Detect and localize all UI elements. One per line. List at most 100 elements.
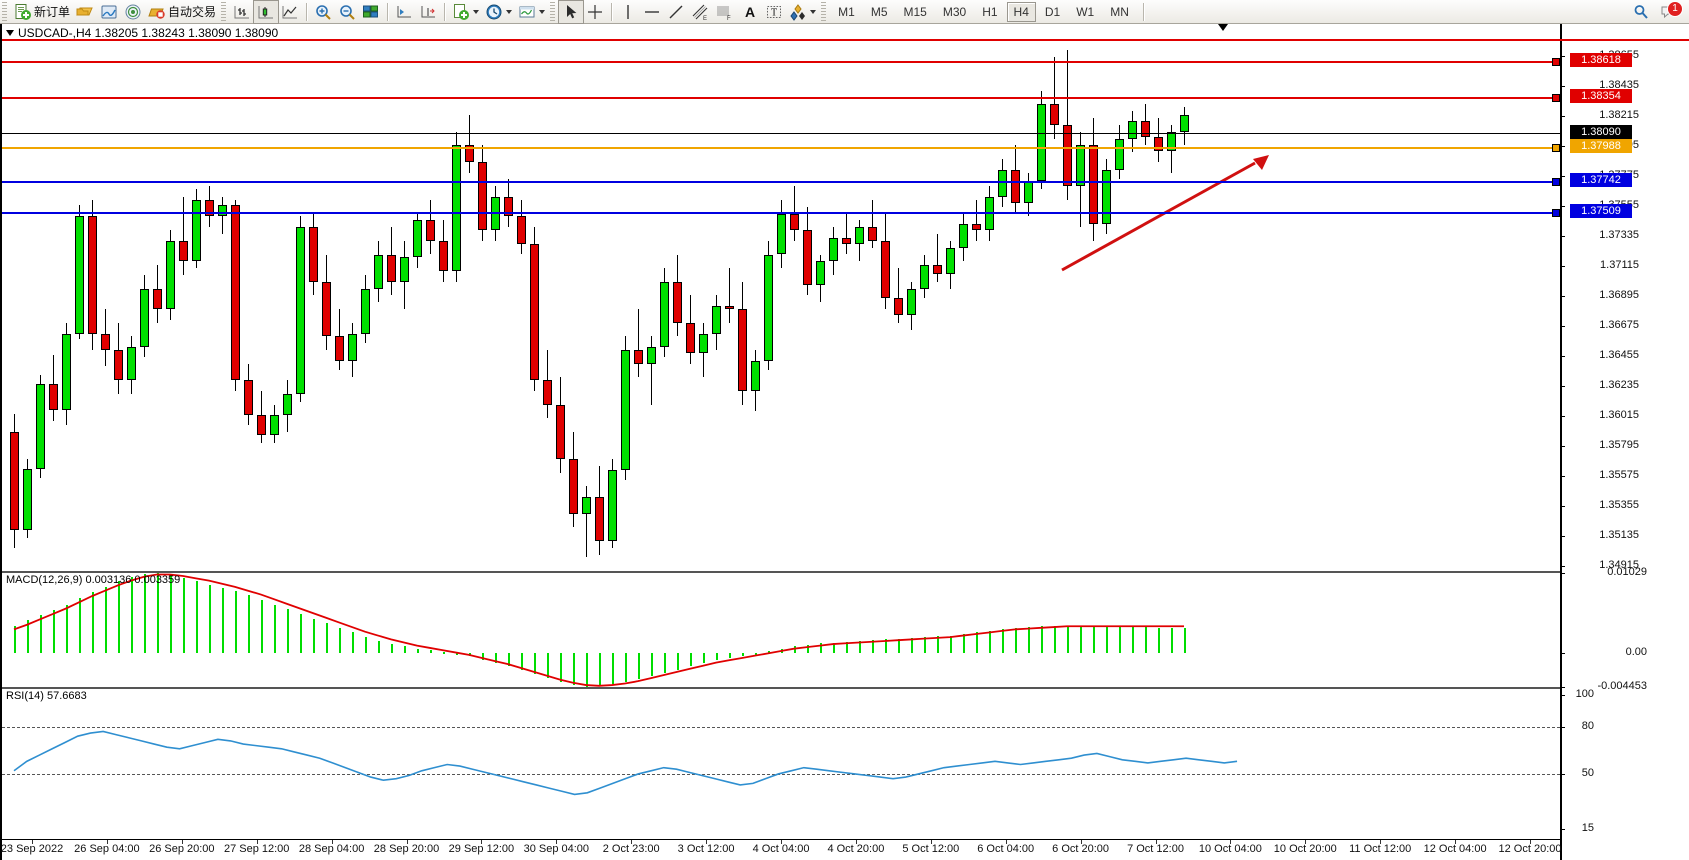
chevron-down-icon-2[interactable] [506, 9, 513, 14]
rsi-panel[interactable]: RSI(14) 57.6683 [2, 689, 1560, 840]
price-tick-label: 1.36235 [1599, 379, 1639, 392]
candle-body [413, 220, 422, 258]
macd-histogram-bar [1158, 627, 1160, 653]
auto-scroll-button[interactable] [392, 1, 416, 23]
chart-shift-button[interactable] [416, 1, 440, 23]
timeframe-m5[interactable]: M5 [870, 4, 888, 19]
timeframe-m1[interactable]: M1 [838, 4, 855, 19]
price-level-line[interactable] [2, 133, 1560, 135]
macd-histogram-bar [885, 639, 887, 653]
chevron-down-icon-4[interactable] [810, 9, 817, 14]
toolbar-grip-3[interactable] [550, 2, 556, 21]
chart-canvas[interactable]: USDCAD-,H4 1.38205 1.38243 1.38090 1.380… [0, 24, 1689, 860]
macd-label: MACD(12,26,9) 0.003136 0.003359 [6, 574, 181, 586]
candle-body [777, 213, 786, 255]
folder-button[interactable] [73, 1, 97, 23]
cursor-button[interactable] [558, 0, 585, 24]
toolbar-grip[interactable] [2, 2, 7, 21]
chevron-down-icon[interactable] [473, 9, 480, 14]
text-button[interactable]: A [736, 1, 762, 23]
fibonacci-button[interactable]: F [712, 1, 736, 23]
trendline-button[interactable] [664, 1, 688, 23]
level-handle[interactable] [1552, 58, 1560, 67]
price-level-label[interactable]: 1.38618 [1570, 53, 1632, 68]
macd-histogram-bar [1106, 627, 1108, 653]
zoom-out-button[interactable] [335, 1, 359, 23]
price-panel[interactable] [2, 41, 1560, 571]
periods-button[interactable] [482, 1, 515, 23]
price-level-label[interactable]: 1.38090 [1570, 125, 1632, 140]
time-tick-label: 6 Oct 20:00 [1052, 843, 1110, 855]
level-handle[interactable] [1552, 94, 1560, 103]
signals-button[interactable] [121, 1, 145, 23]
price-tick [1560, 326, 1565, 328]
candle-body [426, 220, 435, 241]
macd-histogram-bar [183, 578, 185, 653]
candle-body [348, 333, 357, 361]
line-chart-button[interactable] [278, 1, 302, 23]
price-level-line[interactable] [2, 97, 1560, 100]
level-handle[interactable] [1552, 209, 1560, 218]
timeframe-d1[interactable]: D1 [1044, 4, 1061, 19]
chart-collapse-icon[interactable] [6, 30, 14, 36]
price-level-label[interactable]: 1.38354 [1570, 89, 1632, 104]
text-label-button[interactable]: T [762, 1, 786, 23]
macd-histogram-bar [1028, 627, 1030, 653]
horizontal-line-button[interactable] [640, 1, 664, 23]
cursor-arrow-icon [562, 3, 580, 21]
level-handle[interactable] [1552, 177, 1560, 186]
shapes-button[interactable] [786, 1, 819, 23]
candle-wick [586, 486, 587, 558]
time-tick-label: 27 Sep 12:00 [223, 843, 290, 855]
time-tick [1155, 840, 1157, 844]
chart-scroll-marker[interactable] [1218, 24, 1228, 31]
add-indicator-button[interactable] [449, 1, 482, 23]
toolbar-grip-2[interactable] [221, 2, 227, 21]
auto-trading-label: 自动交易 [168, 5, 217, 19]
vertical-line-button[interactable] [616, 1, 640, 23]
timeframe-mn[interactable]: MN [1110, 4, 1129, 19]
notifications-button[interactable]: 1 [1657, 0, 1683, 23]
price-level-line[interactable] [2, 147, 1560, 149]
price-level-label[interactable]: 1.37742 [1570, 172, 1632, 187]
timeframe-m15[interactable]: M15 [903, 4, 927, 19]
tile-windows-icon [362, 3, 380, 21]
macd-histogram-bar [690, 652, 692, 667]
search-button[interactable] [1629, 1, 1653, 23]
price-level-label[interactable]: 1.37988 [1570, 139, 1632, 153]
timeframe-h4[interactable]: H4 [1006, 1, 1036, 22]
time-tick-label: 4 Oct 20:00 [827, 843, 885, 855]
crosshair-button[interactable] [583, 1, 607, 23]
templates-button[interactable] [515, 1, 548, 23]
text-icon: A [745, 3, 756, 20]
main-toolbar: 新订单 [0, 0, 1689, 24]
timeframe-w1[interactable]: W1 [1076, 4, 1095, 19]
price-level-line[interactable] [2, 180, 1560, 183]
candlestick-chart-button[interactable] [253, 0, 280, 24]
bar-chart-button[interactable] [230, 1, 254, 23]
candle-body [1050, 104, 1059, 125]
candle-body [1037, 104, 1046, 181]
price-tick [1560, 296, 1565, 298]
toolbar-grip-4[interactable] [821, 2, 827, 21]
level-handle[interactable] [1552, 144, 1560, 152]
candle-body [530, 243, 539, 380]
macd-panel[interactable]: MACD(12,26,9) 0.003136 0.003359 [2, 572, 1560, 687]
auto-trading-button[interactable]: 自动交易 [145, 1, 219, 23]
new-order-button[interactable]: 新订单 [11, 1, 73, 23]
timeframe-m30[interactable]: M30 [942, 4, 967, 19]
data-window-button[interactable] [97, 1, 121, 23]
chevron-down-icon-3[interactable] [539, 9, 546, 14]
candle-body [725, 306, 734, 310]
price-level-line[interactable] [2, 212, 1560, 215]
macd-histogram-bar [430, 650, 432, 653]
tile-windows-button[interactable] [359, 1, 383, 23]
macd-histogram-bar [66, 604, 68, 653]
zoom-in-button[interactable] [311, 1, 335, 23]
timeframe-h1[interactable]: H1 [982, 4, 998, 19]
price-level-line[interactable] [2, 61, 1560, 64]
time-tick-label: 3 Oct 12:00 [677, 843, 735, 855]
price-level-label[interactable]: 1.37509 [1570, 204, 1632, 219]
price-axis[interactable]: 1.386551.384351.382151.379951.377751.375… [1560, 24, 1689, 860]
equidistant-channel-button[interactable]: E [688, 1, 712, 23]
